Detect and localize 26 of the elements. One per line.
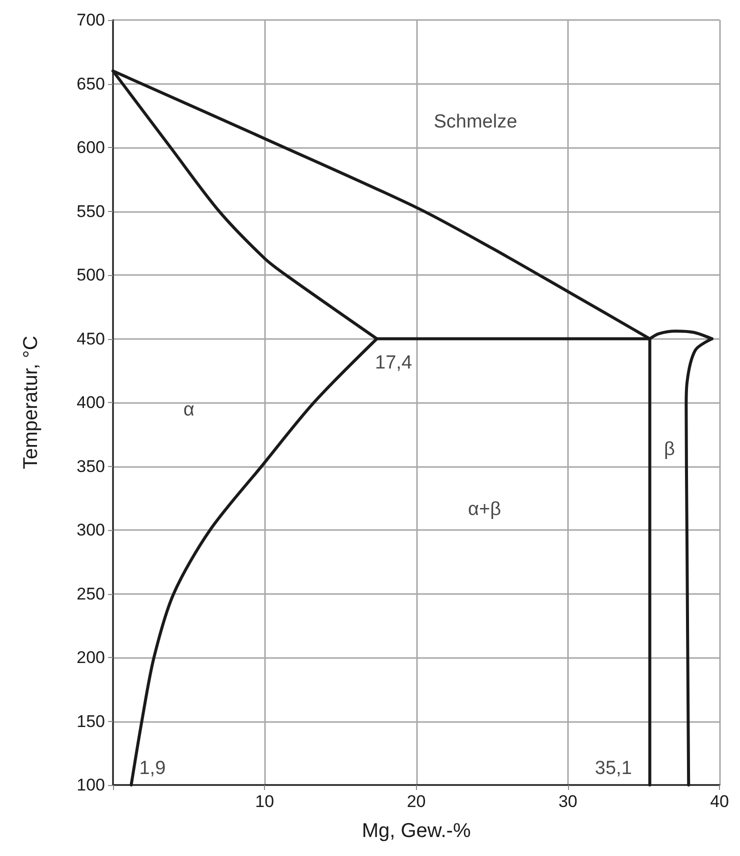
y-tick-label: 250 bbox=[76, 584, 105, 604]
x-tick-label: 20 bbox=[406, 792, 426, 811]
y-tick-label: 350 bbox=[76, 456, 105, 476]
annotation: α+β bbox=[468, 499, 502, 520]
y-axis-title: Temperatur, °C bbox=[20, 336, 42, 470]
x-tick-label: 30 bbox=[558, 792, 578, 811]
annotation: β bbox=[664, 439, 676, 460]
y-tick-label: 600 bbox=[76, 138, 105, 157]
annotation: 1,9 bbox=[139, 758, 166, 779]
y-tick-label: 300 bbox=[76, 520, 105, 540]
annotation: 17,4 bbox=[375, 352, 412, 374]
annotation: 35,1 bbox=[594, 758, 632, 779]
y-tick-label: 200 bbox=[76, 648, 105, 667]
x-axis-title: Mg, Gew.-% bbox=[362, 820, 471, 842]
y-tick-label: 650 bbox=[76, 74, 105, 94]
y-tick-label: 400 bbox=[76, 393, 105, 412]
y-tick-label: 550 bbox=[76, 202, 105, 221]
y-tick-label: 150 bbox=[76, 712, 105, 731]
annotation: α bbox=[183, 400, 194, 421]
x-tick-label: 40 bbox=[710, 792, 730, 811]
y-tick-label: 450 bbox=[76, 329, 105, 348]
y-tick-label: 500 bbox=[76, 266, 105, 284]
y-tick-label: 100 bbox=[76, 776, 105, 794]
y-tick-label: 700 bbox=[76, 10, 105, 30]
annotation: Schmelze bbox=[434, 112, 518, 132]
x-tick-label: 10 bbox=[255, 792, 274, 811]
